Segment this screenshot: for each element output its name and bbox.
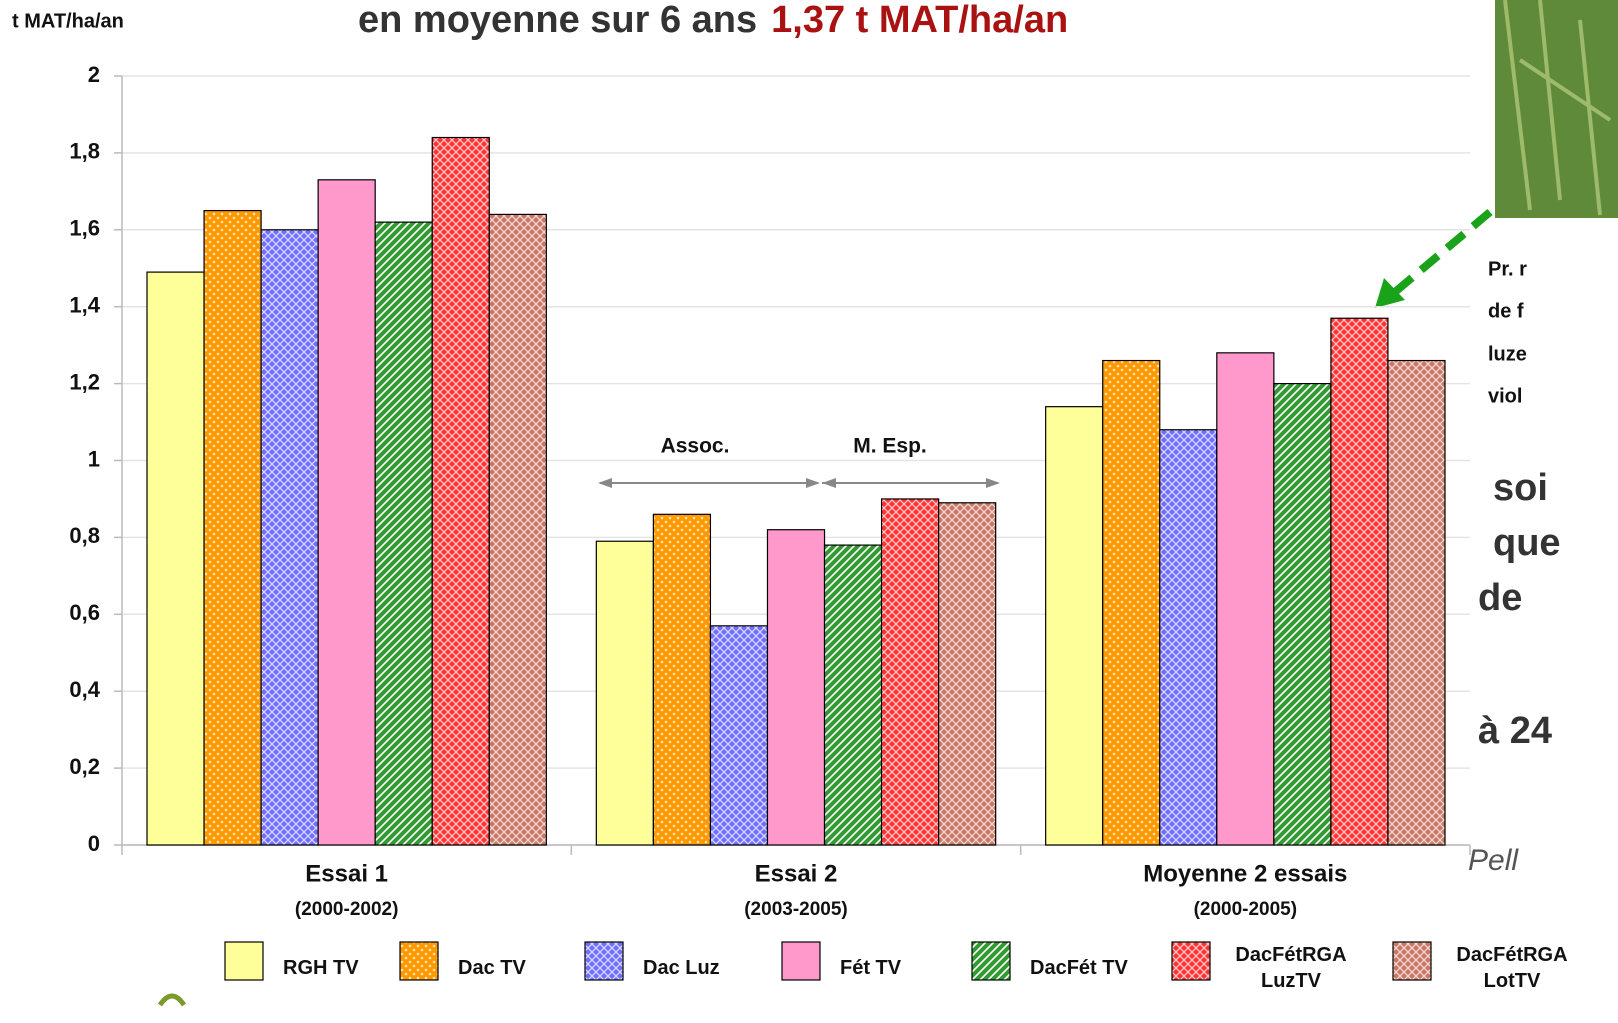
y-tick-label: 1,8: [69, 139, 100, 164]
side-text: luze: [1488, 343, 1527, 365]
y-tick-label: 0,2: [69, 754, 100, 779]
bar: [261, 230, 318, 845]
logo: [160, 996, 184, 1005]
bar: [1103, 361, 1160, 845]
bar: [318, 180, 375, 845]
pointer-arrow: [1395, 212, 1490, 292]
bar: [596, 541, 653, 845]
legend-label: DacFétRGA LuzTV: [1230, 942, 1352, 994]
side-text: Pr. r: [1488, 258, 1527, 280]
annotation: Assoc.: [661, 435, 730, 458]
legend-label: DacFétRGA LotTV: [1451, 942, 1573, 994]
y-axis-label: t MAT/ha/an: [12, 10, 124, 32]
x-tick-label: Essai 2: [755, 860, 838, 887]
y-tick-label: 1,4: [69, 293, 100, 318]
side-text: viol: [1488, 385, 1522, 407]
photo: [1495, 0, 1618, 218]
legend-entry: DacFétRGA LuzTV: [1230, 940, 1352, 996]
title-highlight: 1,37 t MAT/ha/an: [771, 0, 1068, 41]
legend-entry: DacFét TV: [1030, 940, 1128, 996]
side-text: soi: [1493, 467, 1548, 509]
legend-swatch: [1172, 942, 1210, 980]
bar: [1160, 430, 1217, 845]
legend-swatch: [400, 942, 438, 980]
bar: [939, 503, 996, 845]
side-text: de f: [1488, 300, 1524, 322]
title-main: en moyenne sur 6 ans: [358, 0, 757, 41]
side-text: à 24: [1478, 710, 1552, 752]
legend-entry: RGH TV: [283, 940, 359, 996]
y-tick-label: 1: [88, 446, 100, 471]
x-tick-label: Moyenne 2 essais: [1143, 860, 1347, 887]
bar: [147, 272, 204, 845]
y-tick-label: 1,6: [69, 216, 100, 241]
side-text: que: [1493, 522, 1561, 564]
x-tick-sublabel: (2003-2005): [744, 899, 848, 920]
legend-swatch: [585, 942, 623, 980]
legend-label: DacFét TV: [1030, 955, 1128, 981]
bar: [204, 211, 261, 845]
arrowhead: [822, 478, 836, 488]
arrowhead: [986, 478, 1000, 488]
side-text: Pell: [1468, 844, 1519, 877]
side-text: de: [1478, 577, 1522, 619]
bar: [1274, 384, 1331, 845]
bar: [489, 214, 546, 845]
bar: [825, 545, 882, 845]
bar: [1046, 407, 1103, 845]
x-tick-sublabel: (2000-2005): [1194, 899, 1298, 920]
bar: [375, 222, 432, 845]
arrowhead: [598, 478, 612, 488]
bar: [882, 499, 939, 845]
y-tick-label: 2: [88, 62, 100, 87]
bar: [1217, 353, 1274, 845]
legend-entry: Dac Luz: [643, 940, 720, 996]
y-tick-label: 1,2: [69, 369, 100, 394]
x-tick-sublabel: (2000-2002): [295, 899, 399, 920]
bar: [653, 514, 710, 845]
y-tick-label: 0,4: [69, 677, 100, 702]
legend-label: RGH TV: [283, 955, 359, 981]
legend-swatch: [225, 942, 263, 980]
bar: [767, 530, 824, 845]
legend-entry: Dac TV: [458, 940, 526, 996]
y-tick-label: 0: [88, 831, 100, 856]
legend-swatch: [782, 942, 820, 980]
bar: [432, 138, 489, 845]
arrowhead: [806, 478, 820, 488]
bar: [1388, 361, 1445, 845]
legend-label: Dac Luz: [643, 955, 720, 981]
x-tick-label: Essai 1: [305, 860, 388, 887]
chart: t MAT/ha/an en moyenne sur 6 ans 1,37 t M…: [0, 0, 1618, 1023]
legend-label: Dac TV: [458, 955, 526, 981]
legend-label: Fét TV: [840, 955, 901, 981]
bar: [1331, 318, 1388, 845]
y-tick-label: 0,8: [69, 523, 100, 548]
legend-swatch: [972, 942, 1010, 980]
legend-entry: DacFétRGA LotTV: [1451, 940, 1573, 996]
slide: t MAT/ha/an en moyenne sur 6 ans 1,37 t M…: [0, 0, 1618, 1023]
legend-swatch: [1393, 942, 1431, 980]
bar: [710, 626, 767, 845]
title: en moyenne sur 6 ans 1,37 t MAT/ha/an: [358, 0, 1068, 41]
y-tick-label: 0,6: [69, 600, 100, 625]
legend-entry: Fét TV: [840, 940, 901, 996]
annotation: M. Esp.: [853, 435, 927, 458]
